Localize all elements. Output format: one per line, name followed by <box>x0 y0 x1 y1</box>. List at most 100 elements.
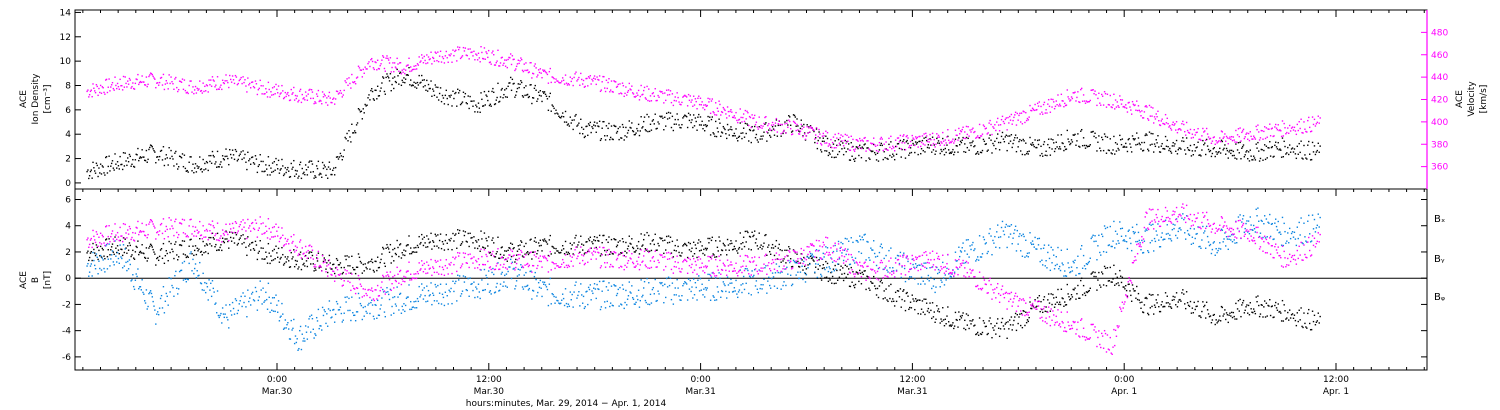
velocity-point <box>623 95 625 98</box>
velocity-point <box>1306 131 1308 133</box>
velocity-point <box>526 69 528 72</box>
bx-point <box>771 243 774 246</box>
by-point <box>472 289 474 292</box>
bx-point <box>566 253 569 256</box>
ion-density-point <box>152 148 154 150</box>
by-point <box>390 314 392 316</box>
velocity-point <box>686 105 689 107</box>
ion-density-point <box>586 125 588 127</box>
ion-density-point <box>945 151 947 154</box>
ion-density-point <box>500 89 503 91</box>
ion-density-point <box>407 74 409 76</box>
by-point <box>518 274 520 276</box>
velocity-point <box>143 84 146 86</box>
ion-density-point <box>442 97 445 99</box>
velocity-point <box>1177 128 1179 131</box>
ion-density-point <box>1169 147 1171 150</box>
ion-density-point <box>460 102 463 105</box>
ion-density-point <box>991 152 993 154</box>
bottom-ytick-label: -6 <box>62 353 71 363</box>
velocity-point <box>145 76 148 78</box>
velocity-point <box>837 132 840 135</box>
bx-point <box>661 237 663 240</box>
ion-density-point <box>1069 143 1071 146</box>
velocity-point <box>148 75 150 78</box>
bx-point <box>230 240 233 242</box>
by-point <box>320 325 322 327</box>
bx-point <box>1210 321 1213 324</box>
ion-density-point <box>369 99 371 101</box>
ion-density-point <box>668 117 671 119</box>
ion-density-point <box>1036 146 1038 149</box>
velocity-point <box>1196 131 1198 134</box>
bx-point <box>216 249 218 252</box>
ion-density-point <box>751 125 753 128</box>
bx-point <box>136 246 138 249</box>
by-point <box>711 272 714 274</box>
velocity-point <box>1247 138 1249 140</box>
ion-density-point <box>957 151 959 153</box>
by-point <box>382 288 384 291</box>
bx-point <box>1108 280 1111 282</box>
velocity-point <box>791 133 794 135</box>
ion-density-point <box>1258 160 1261 162</box>
ion-density-point <box>631 122 633 124</box>
by-point <box>716 286 719 288</box>
velocity-point <box>268 88 270 91</box>
ion-density-point <box>1112 149 1114 151</box>
ion-density-point <box>263 170 265 173</box>
bx-point <box>631 246 634 249</box>
velocity-point <box>253 87 256 89</box>
bx-point <box>376 269 378 272</box>
ion-density-point <box>537 98 539 100</box>
ion-density-point <box>1060 134 1063 136</box>
velocity-point <box>699 97 702 99</box>
bx-point <box>1101 273 1104 275</box>
bx-point <box>1120 281 1123 284</box>
bx-point <box>1295 324 1298 327</box>
velocity-point <box>146 85 148 88</box>
bx-point <box>441 240 444 243</box>
ion-density-point <box>607 127 609 130</box>
bx-point <box>431 248 433 250</box>
bx-point <box>202 240 204 243</box>
ion-density-point <box>886 157 888 160</box>
ion-density-point <box>747 124 749 126</box>
velocity-point <box>1192 136 1195 139</box>
ion-density-point <box>844 139 847 142</box>
ion-density-point <box>172 158 174 160</box>
bx-point <box>96 246 98 249</box>
velocity-point <box>211 76 214 78</box>
velocity-point <box>938 136 941 138</box>
velocity-point <box>546 73 549 76</box>
ion-density-point <box>215 161 217 163</box>
bx-point <box>468 245 470 248</box>
bx-point <box>1300 307 1302 309</box>
velocity-point <box>107 86 109 88</box>
ion-density-point <box>712 132 714 134</box>
velocity-point <box>816 142 819 145</box>
bx-point <box>1153 304 1156 306</box>
by-point <box>290 319 292 322</box>
ion-density-point <box>772 128 775 130</box>
ion-density-point <box>606 135 608 137</box>
by-point <box>699 277 702 280</box>
by-point <box>726 297 728 299</box>
by-point <box>197 275 199 277</box>
velocity-point <box>1069 99 1072 101</box>
velocity-point <box>537 69 540 71</box>
bx-point <box>685 243 687 246</box>
bx-point <box>350 272 352 274</box>
bx-point <box>1029 301 1031 303</box>
velocity-point <box>718 100 720 102</box>
velocity-point <box>271 94 273 96</box>
ion-density-point <box>1055 141 1057 143</box>
ion-density-point <box>924 151 926 153</box>
by-point <box>132 274 134 276</box>
bx-point <box>553 247 555 250</box>
by-point <box>700 289 702 291</box>
velocity-point <box>624 92 626 95</box>
bx-point <box>1243 312 1246 314</box>
by-point <box>227 319 229 321</box>
ion-density-point <box>156 156 158 158</box>
